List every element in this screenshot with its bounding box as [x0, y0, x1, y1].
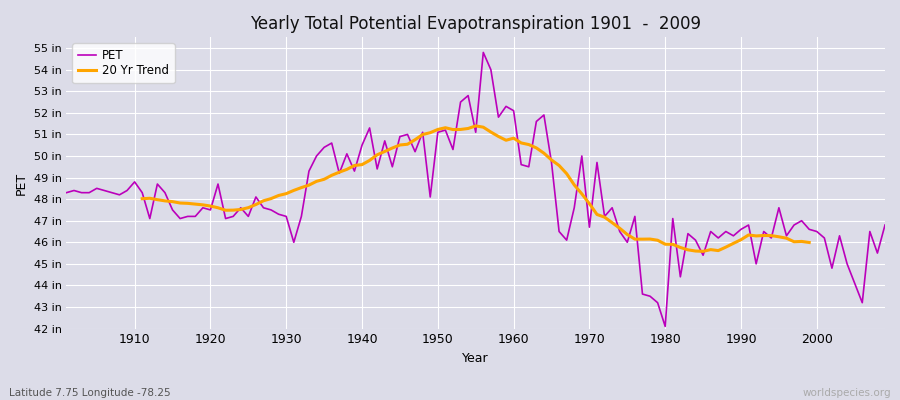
20 Yr Trend [485, 130, 496, 134]
20 Yr Trend [698, 249, 708, 254]
Y-axis label: PET: PET [15, 171, 28, 194]
PET [879, 223, 890, 228]
20 Yr Trend [743, 232, 754, 237]
Line: 20 Yr Trend: 20 Yr Trend [142, 126, 809, 251]
PET [334, 171, 345, 176]
PET [508, 108, 519, 113]
20 Yr Trend [205, 204, 216, 208]
20 Yr Trend [220, 208, 231, 213]
PET [516, 162, 526, 167]
PET [61, 190, 72, 195]
PET [607, 205, 617, 210]
PET [478, 50, 489, 55]
20 Yr Trend [471, 124, 482, 128]
Line: PET: PET [67, 52, 885, 326]
X-axis label: Year: Year [463, 352, 489, 365]
PET [288, 240, 299, 245]
20 Yr Trend [394, 142, 405, 147]
Legend: PET, 20 Yr Trend: PET, 20 Yr Trend [72, 43, 175, 84]
PET [660, 324, 670, 329]
Text: Latitude 7.75 Longitude -78.25: Latitude 7.75 Longitude -78.25 [9, 388, 171, 398]
20 Yr Trend [804, 240, 814, 245]
20 Yr Trend [137, 196, 148, 201]
PET [122, 188, 132, 193]
20 Yr Trend [274, 193, 284, 198]
Title: Yearly Total Potential Evapotranspiration 1901  -  2009: Yearly Total Potential Evapotranspiratio… [250, 15, 701, 33]
Text: worldspecies.org: worldspecies.org [803, 388, 891, 398]
